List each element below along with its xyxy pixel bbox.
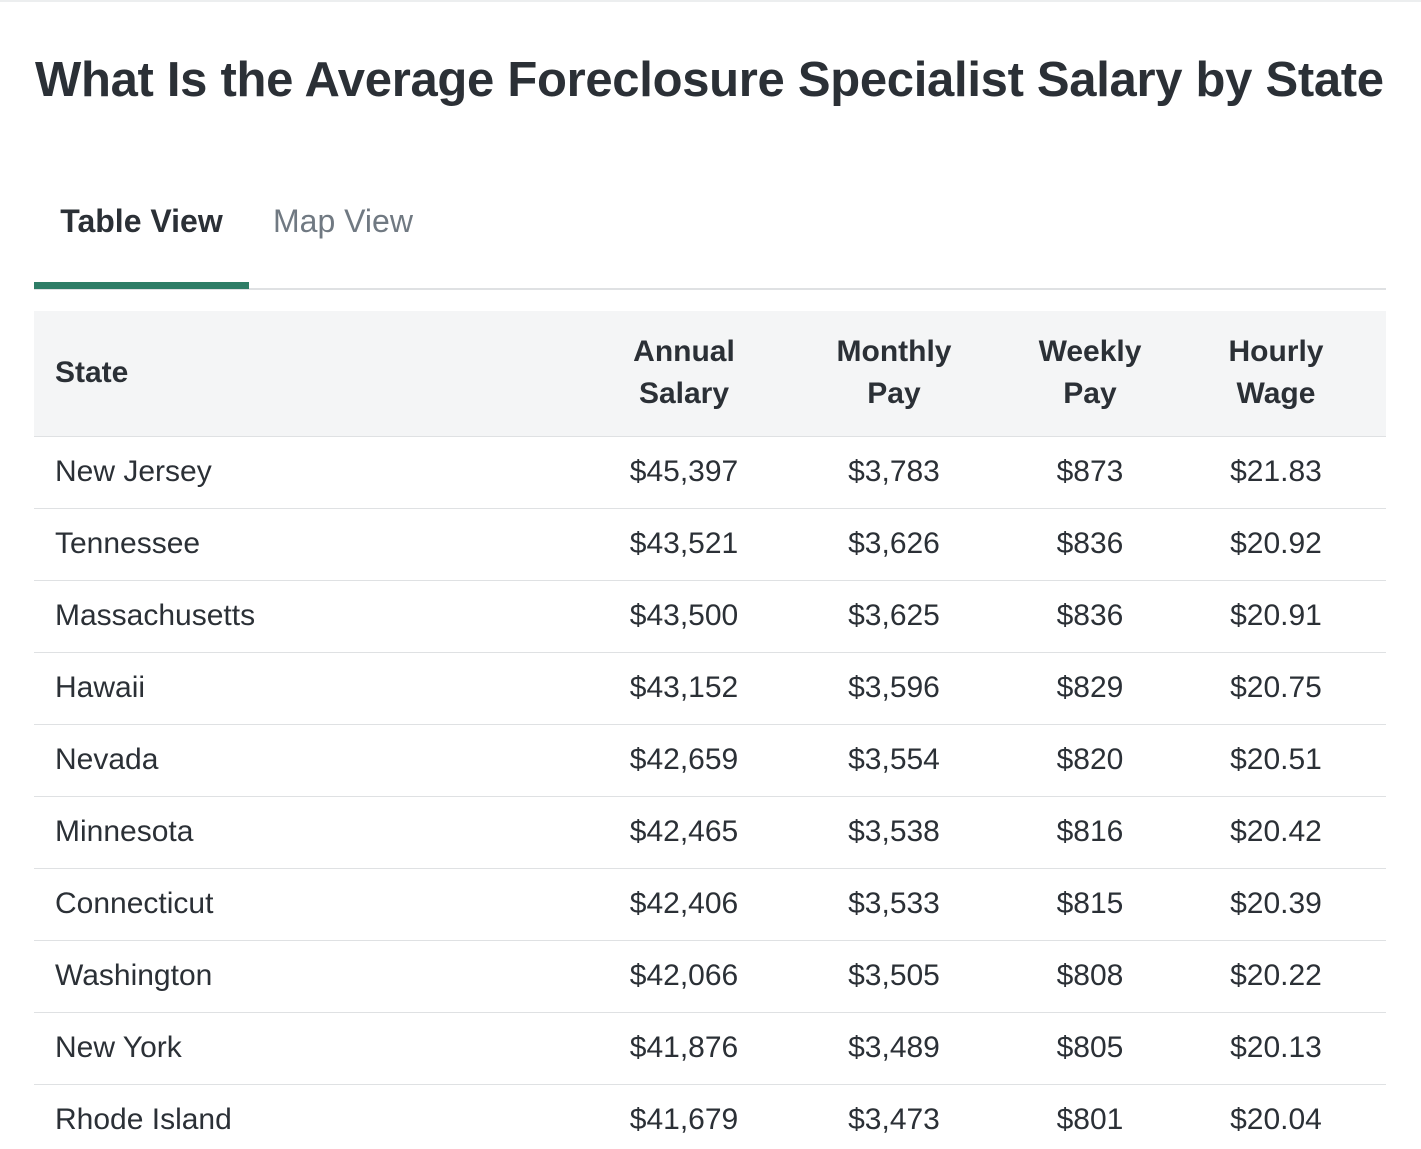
header-annual-label-1: Annual <box>633 335 735 369</box>
cell-annual-salary: $42,066 <box>594 940 774 1013</box>
tab-table-view[interactable]: Table View <box>34 190 249 289</box>
cell-monthly-pay: $3,489 <box>774 1012 1014 1085</box>
cell-hourly-wage: $21.83 <box>1166 436 1386 509</box>
cell-weekly-pay: $836 <box>1014 580 1166 653</box>
table-row: Rhode Island $41,679 $3,473 $801 $20.04 <box>34 1084 1386 1149</box>
cell-hourly-wage: $20.75 <box>1166 652 1386 725</box>
table-row: Minnesota $42,465 $3,538 $816 $20.42 <box>34 796 1386 869</box>
cell-weekly-pay: $836 <box>1014 508 1166 581</box>
cell-weekly-pay: $801 <box>1014 1084 1166 1149</box>
cell-state: Tennessee <box>34 508 594 581</box>
cell-annual-salary: $43,500 <box>594 580 774 653</box>
table-row: Massachusetts $43,500 $3,625 $836 $20.91 <box>34 580 1386 653</box>
cell-monthly-pay: $3,554 <box>774 724 1014 797</box>
cell-weekly-pay: $873 <box>1014 436 1166 509</box>
cell-monthly-pay: $3,533 <box>774 868 1014 941</box>
cell-weekly-pay: $816 <box>1014 796 1166 869</box>
cell-state: Rhode Island <box>34 1084 594 1149</box>
table-row: Hawaii $43,152 $3,596 $829 $20.75 <box>34 652 1386 725</box>
cell-monthly-pay: $3,596 <box>774 652 1014 725</box>
cell-annual-salary: $41,679 <box>594 1084 774 1149</box>
header-hourly-label-2: Wage <box>1236 377 1316 411</box>
header-state[interactable]: State <box>34 311 594 437</box>
header-hourly-label-1: Hourly <box>1228 335 1324 369</box>
table-body: New Jersey $45,397 $3,783 $873 $21.83 Te… <box>34 436 1386 1149</box>
cell-annual-salary: $41,876 <box>594 1012 774 1085</box>
cell-annual-salary: $43,152 <box>594 652 774 725</box>
cell-annual-salary: $42,406 <box>594 868 774 941</box>
cell-hourly-wage: $20.39 <box>1166 868 1386 941</box>
table-row: New York $41,876 $3,489 $805 $20.13 <box>34 1012 1386 1085</box>
cell-monthly-pay: $3,473 <box>774 1084 1014 1149</box>
cell-weekly-pay: $820 <box>1014 724 1166 797</box>
table-row: Nevada $42,659 $3,554 $820 $20.51 <box>34 724 1386 797</box>
header-annual-salary[interactable]: Annual Salary <box>594 311 774 437</box>
header-state-label: State <box>55 356 129 390</box>
header-weekly-pay[interactable]: Weekly Pay <box>1014 311 1166 437</box>
table-row: Washington $42,066 $3,505 $808 $20.22 <box>34 940 1386 1013</box>
view-tabs: Table View Map View <box>34 190 1386 290</box>
cell-hourly-wage: $20.04 <box>1166 1084 1386 1149</box>
cell-monthly-pay: $3,505 <box>774 940 1014 1013</box>
page-title: What Is the Average Foreclosure Speciali… <box>35 53 1384 107</box>
cell-weekly-pay: $815 <box>1014 868 1166 941</box>
tab-map-view[interactable]: Map View <box>273 203 413 239</box>
cell-state: Washington <box>34 940 594 1013</box>
table-row: New Jersey $45,397 $3,783 $873 $21.83 <box>34 436 1386 509</box>
cell-hourly-wage: $20.42 <box>1166 796 1386 869</box>
cell-state: Hawaii <box>34 652 594 725</box>
cell-annual-salary: $45,397 <box>594 436 774 509</box>
table-row: Connecticut $42,406 $3,533 $815 $20.39 <box>34 868 1386 941</box>
cell-annual-salary: $42,465 <box>594 796 774 869</box>
cell-hourly-wage: $20.22 <box>1166 940 1386 1013</box>
cell-state: Massachusetts <box>34 580 594 653</box>
header-monthly-label-2: Pay <box>867 377 921 411</box>
cell-monthly-pay: $3,538 <box>774 796 1014 869</box>
header-monthly-label-1: Monthly <box>836 335 952 369</box>
cell-state: New York <box>34 1012 594 1085</box>
cell-state: Connecticut <box>34 868 594 941</box>
cell-monthly-pay: $3,625 <box>774 580 1014 653</box>
cell-state: Nevada <box>34 724 594 797</box>
cell-annual-salary: $43,521 <box>594 508 774 581</box>
cell-hourly-wage: $20.13 <box>1166 1012 1386 1085</box>
cell-weekly-pay: $805 <box>1014 1012 1166 1085</box>
table-header-row: State Annual Salary Monthly Pay Weekly P… <box>34 311 1386 437</box>
cell-weekly-pay: $808 <box>1014 940 1166 1013</box>
cell-weekly-pay: $829 <box>1014 652 1166 725</box>
header-hourly-wage[interactable]: Hourly Wage <box>1166 311 1386 437</box>
cell-hourly-wage: $20.51 <box>1166 724 1386 797</box>
cell-hourly-wage: $20.91 <box>1166 580 1386 653</box>
cell-monthly-pay: $3,783 <box>774 436 1014 509</box>
salary-table: State Annual Salary Monthly Pay Weekly P… <box>34 311 1386 1149</box>
cell-annual-salary: $42,659 <box>594 724 774 797</box>
table-row: Tennessee $43,521 $3,626 $836 $20.92 <box>34 508 1386 581</box>
cell-state: Minnesota <box>34 796 594 869</box>
header-weekly-label-2: Pay <box>1063 377 1117 411</box>
header-annual-label-2: Salary <box>638 377 730 411</box>
cell-hourly-wage: $20.92 <box>1166 508 1386 581</box>
header-monthly-pay[interactable]: Monthly Pay <box>774 311 1014 437</box>
top-divider <box>0 0 1421 2</box>
cell-state: New Jersey <box>34 436 594 509</box>
header-weekly-label-1: Weekly <box>1038 335 1142 369</box>
cell-monthly-pay: $3,626 <box>774 508 1014 581</box>
